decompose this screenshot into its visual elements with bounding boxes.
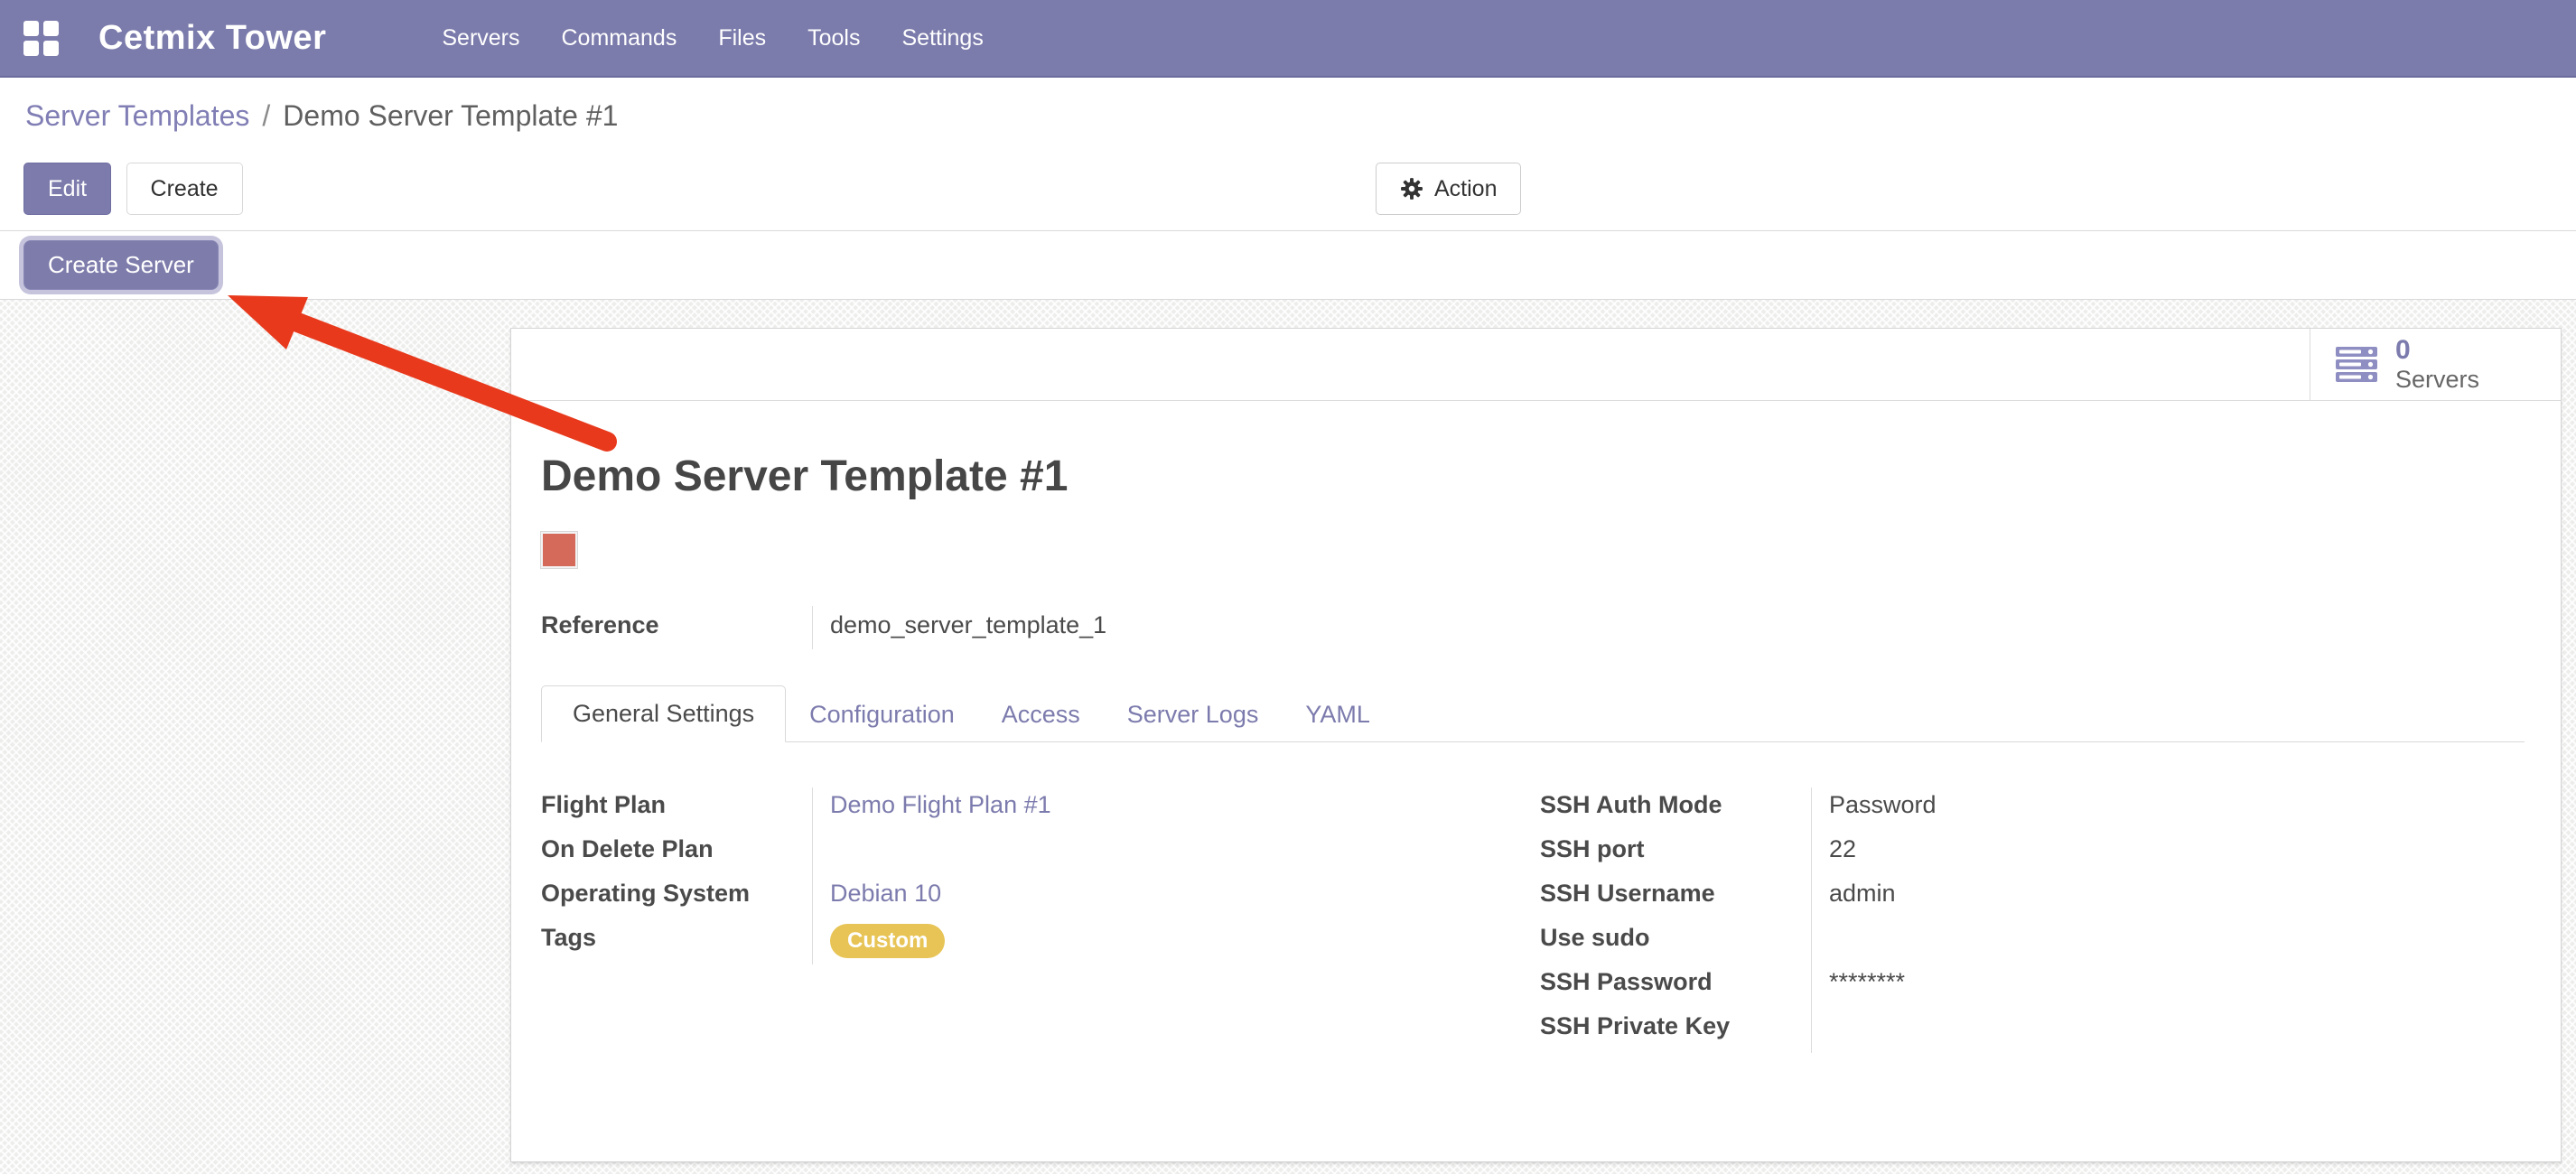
field-label: SSH Private Key	[1540, 1012, 1731, 1039]
server-stack-icon	[2336, 346, 2377, 382]
ssh-password-value: ********	[1811, 964, 2525, 1009]
field-value-empty	[1811, 920, 2525, 964]
apps-grid-square	[43, 20, 59, 36]
apps-grid-icon[interactable]	[23, 20, 59, 56]
tab-bar: General Settings Configuration Access Se…	[541, 685, 2525, 742]
field-value-empty	[812, 832, 1540, 876]
gear-icon	[1401, 178, 1423, 200]
servers-stat-button[interactable]: 0 Servers	[2310, 329, 2561, 400]
field-value-empty	[1811, 1009, 2525, 1053]
field-group-right: SSH Auth Mode Password SSH port 22 SSH U…	[1540, 787, 2525, 1053]
field-label: SSH Username	[1540, 880, 1715, 907]
reference-value: demo_server_template_1	[812, 606, 2525, 649]
breadcrumb-current: Demo Server Template #1	[283, 99, 619, 132]
reference-label: Reference	[541, 611, 659, 638]
field-row-ssh-password: SSH Password ********	[1540, 964, 2525, 1009]
edit-button[interactable]: Edit	[23, 163, 112, 215]
action-button[interactable]: Action	[1376, 163, 1522, 215]
field-label: Use sudo	[1540, 924, 1650, 951]
reference-field: Reference demo_server_template_1	[541, 606, 2525, 649]
menu-item-tools[interactable]: Tools	[807, 24, 861, 51]
tab-yaml[interactable]: YAML	[1305, 701, 1370, 728]
menu-item-files[interactable]: Files	[718, 24, 767, 51]
stat-text: 0 Servers	[2395, 335, 2479, 395]
field-area: Flight Plan Demo Flight Plan #1 On Delet…	[541, 787, 2525, 1053]
field-row-ssh-username: SSH Username admin	[1540, 876, 2525, 920]
operating-system-link[interactable]: Debian 10	[830, 880, 942, 907]
apps-grid-square	[43, 40, 59, 56]
button-row: Edit Create Action	[23, 163, 2576, 215]
field-label: Operating System	[541, 880, 751, 907]
field-group-left: Flight Plan Demo Flight Plan #1 On Delet…	[541, 787, 1540, 1053]
flight-plan-link[interactable]: Demo Flight Plan #1	[830, 791, 1051, 818]
breadcrumb: Server Templates / Demo Server Template …	[25, 99, 618, 133]
field-row-flight-plan: Flight Plan Demo Flight Plan #1	[541, 787, 1540, 832]
field-label: SSH Auth Mode	[1540, 791, 1722, 818]
field-row-ssh-auth-mode: SSH Auth Mode Password	[1540, 787, 2525, 832]
breadcrumb-separator: /	[262, 99, 271, 132]
tag-badge[interactable]: Custom	[830, 924, 946, 958]
tab-general-settings[interactable]: General Settings	[541, 685, 787, 742]
servers-count: 0	[2395, 334, 2411, 365]
field-label: On Delete Plan	[541, 835, 714, 862]
field-label: Flight Plan	[541, 791, 666, 818]
content-background: 0 Servers Demo Server Template #1 Refere…	[0, 300, 2576, 1174]
create-server-button[interactable]: Create Server	[23, 240, 219, 290]
menu-item-servers[interactable]: Servers	[442, 24, 520, 51]
record-card: 0 Servers Demo Server Template #1 Refere…	[510, 328, 2562, 1162]
ssh-port-value: 22	[1811, 832, 2525, 876]
create-button[interactable]: Create	[126, 163, 243, 215]
field-row-use-sudo: Use sudo	[1540, 920, 2525, 964]
tab-access[interactable]: Access	[1001, 701, 1080, 728]
brand-title: Cetmix Tower	[98, 18, 327, 57]
field-label: SSH port	[1540, 835, 1645, 862]
control-panel: Server Templates / Demo Server Template …	[0, 78, 2576, 230]
apps-grid-square	[23, 20, 39, 36]
record-title: Demo Server Template #1	[541, 452, 1069, 500]
color-swatch[interactable]	[541, 532, 577, 568]
tab-configuration[interactable]: Configuration	[809, 701, 955, 728]
top-navbar: Cetmix Tower Servers Commands Files Tool…	[0, 0, 2576, 78]
field-row-ssh-port: SSH port 22	[1540, 832, 2525, 876]
field-label: SSH Password	[1540, 968, 1713, 995]
main-menu: Servers Commands Files Tools Settings	[442, 25, 983, 51]
field-label: Tags	[541, 924, 597, 951]
menu-item-settings[interactable]: Settings	[901, 24, 984, 51]
ssh-username-value: admin	[1811, 876, 2525, 920]
create-server-strip: Create Server	[0, 230, 2576, 300]
field-row-on-delete-plan: On Delete Plan	[541, 832, 1540, 876]
field-row-tags: Tags Custom	[541, 920, 1540, 964]
field-row-ssh-private-key: SSH Private Key	[1540, 1009, 2525, 1053]
field-row-operating-system: Operating System Debian 10	[541, 876, 1540, 920]
servers-label: Servers	[2395, 366, 2480, 394]
menu-item-commands[interactable]: Commands	[561, 24, 677, 51]
stat-button-row: 0 Servers	[511, 329, 2561, 401]
ssh-auth-mode-value: Password	[1811, 787, 2525, 832]
action-button-label: Action	[1434, 175, 1498, 201]
card-body: Demo Server Template #1 Reference demo_s…	[511, 452, 2561, 1053]
tab-server-logs[interactable]: Server Logs	[1126, 701, 1259, 728]
apps-grid-square	[23, 40, 39, 56]
breadcrumb-parent-link[interactable]: Server Templates	[25, 99, 250, 132]
